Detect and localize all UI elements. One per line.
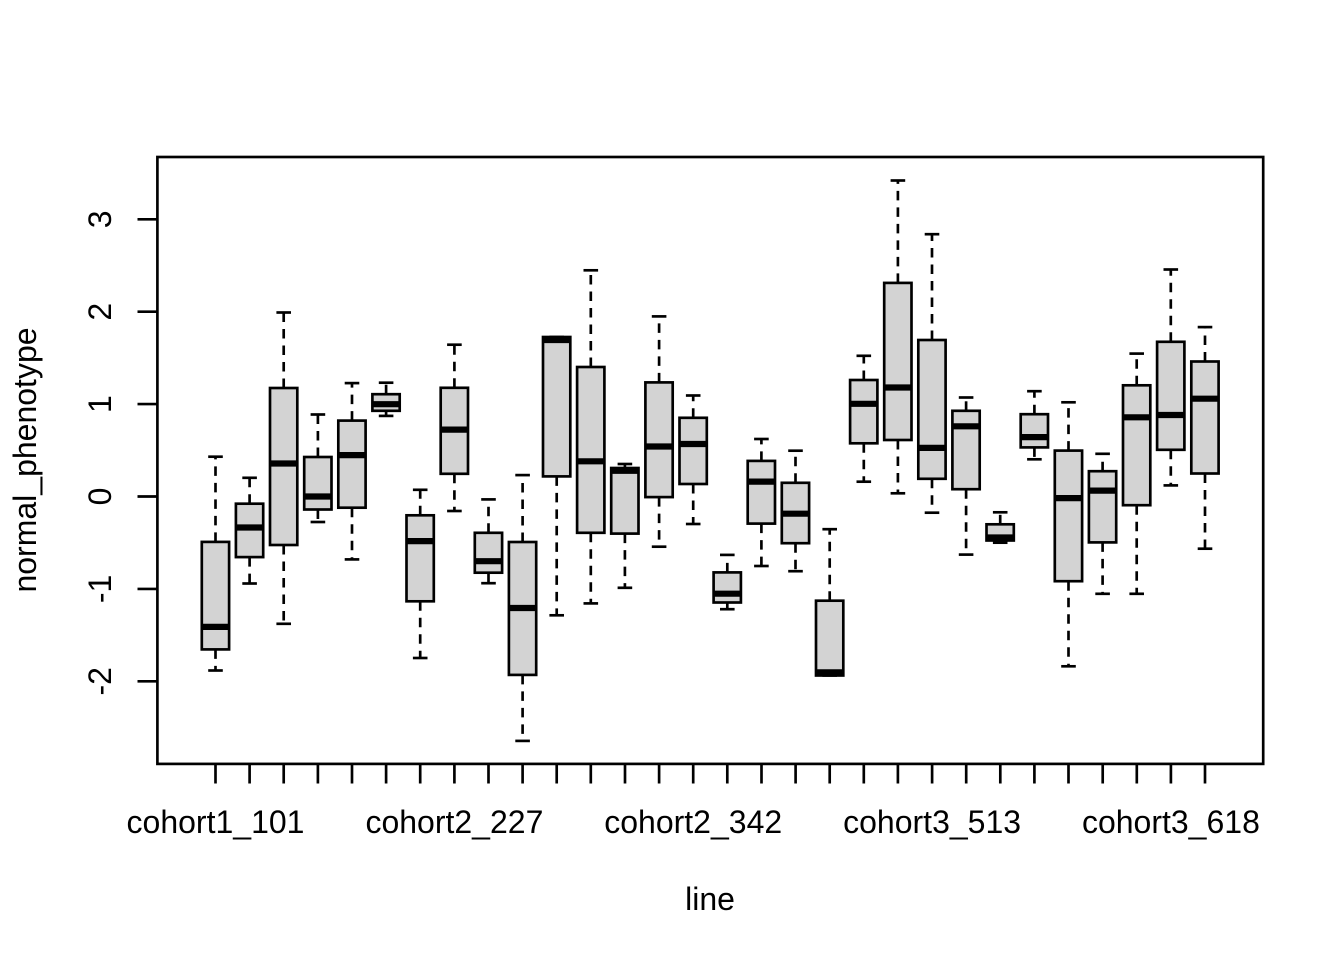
svg-text:normal_phenotype: normal_phenotype [7,327,43,592]
svg-text:cohort3_618: cohort3_618 [1082,804,1260,840]
svg-text:line: line [685,881,735,917]
svg-text:0: 0 [82,488,118,506]
svg-text:2: 2 [82,303,118,321]
svg-text:cohort3_513: cohort3_513 [843,804,1021,840]
svg-text:cohort1_101: cohort1_101 [127,804,305,840]
svg-text:1: 1 [82,395,118,413]
svg-text:-2: -2 [82,667,118,695]
svg-text:cohort2_342: cohort2_342 [604,804,782,840]
svg-text:3: 3 [82,210,118,228]
svg-text:cohort2_227: cohort2_227 [365,804,543,840]
svg-text:-1: -1 [82,575,118,603]
